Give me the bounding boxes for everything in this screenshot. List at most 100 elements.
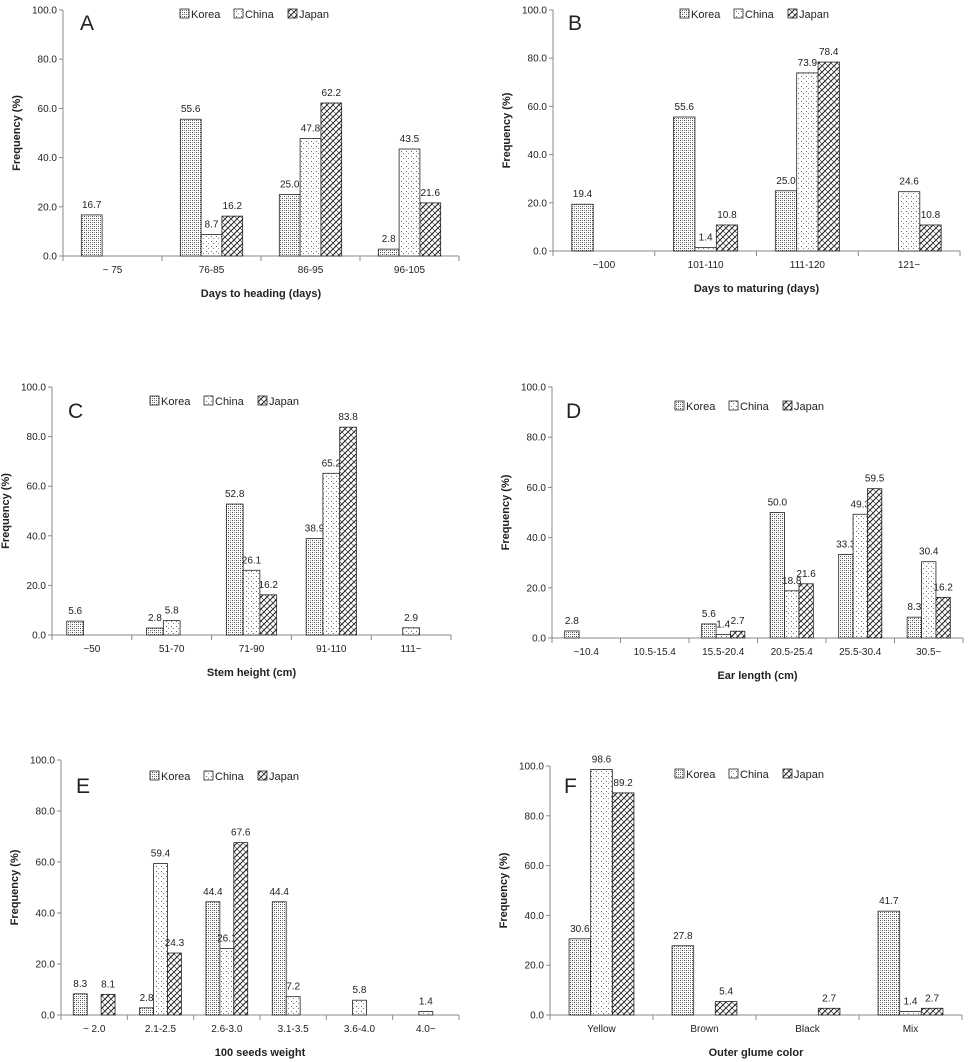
chart-c-category-label: ~50 [83, 644, 100, 655]
chart-d-category-label: 15.5-20.4 [702, 647, 745, 658]
chart-f-y-tick-label: 80.0 [525, 811, 545, 822]
chart-a-panel-label: A [80, 12, 94, 35]
chart-f-data-label: 5.4 [719, 987, 733, 998]
chart-c-y-tick-label: 60.0 [27, 482, 47, 493]
chart-a-bar-china [299, 138, 322, 257]
chart-e-legend-label: Japan [269, 771, 299, 783]
chart-b-legend-swatch-korea [679, 8, 690, 19]
chart-f-category-label: Black [795, 1024, 820, 1035]
chart-a-bar-japan [221, 215, 244, 257]
chart-e-legend-label: Korea [161, 771, 191, 783]
chart-f-bar-japan [817, 1007, 841, 1016]
chart-c-data-label: 2.9 [404, 613, 418, 624]
chart-d-legend-swatch-china [728, 400, 739, 411]
chart-f-y-tick-label: 20.0 [525, 961, 545, 972]
chart-a-y-tick-label: 80.0 [38, 55, 58, 66]
chart-d-bar-korea [838, 554, 854, 639]
chart-f-data-label: 2.7 [822, 993, 836, 1004]
chart-f-bar-japan [920, 1007, 944, 1016]
chart-c-bar-japan [339, 426, 357, 636]
chart-f-legend-swatch-japan [782, 768, 793, 779]
chart-c-legend-label: China [215, 396, 245, 408]
chart-c-bar-china [402, 627, 420, 636]
chart-d-x-axis-title: Ear length (cm) [717, 670, 797, 682]
chart-f-y-tick-label: 60.0 [525, 861, 545, 872]
chart-b-data-label: 19.4 [573, 189, 593, 200]
chart-b-data-label: 1.4 [699, 233, 713, 244]
chart-f-bar-korea [568, 938, 592, 1016]
chart-e-legend-swatch-china [203, 770, 214, 781]
chart-f-bar-china [899, 1011, 922, 1016]
chart-a-data-label: 62.2 [322, 88, 342, 99]
chart-f-bar-japan [611, 792, 635, 1016]
chart-c-data-label: 83.8 [338, 412, 358, 423]
chart-a-legend-label: Korea [191, 9, 221, 21]
chart-b-category-label: ~100 [593, 260, 616, 271]
chart-e-data-label: 44.4 [270, 887, 290, 898]
chart-b-category-label: 101-110 [688, 260, 724, 271]
chart-f-legend-swatch-china [728, 768, 739, 779]
chart-d-data-label: 21.6 [796, 569, 816, 580]
chart-b-bar-japan [715, 224, 739, 252]
chart-c-category-label: 71-90 [239, 644, 265, 655]
chart-d-data-label: 16.2 [933, 582, 953, 593]
chart-f-panel-label: F [564, 775, 577, 798]
chart-d-y-tick-label: 100.0 [521, 383, 546, 394]
chart-d-y-tick-label: 20.0 [527, 583, 547, 594]
chart-c-bar-china [242, 569, 261, 636]
chart-d-data-label: 18.8 [782, 576, 802, 587]
chart-c-category-label: 111~ [401, 644, 422, 655]
chart-e-category-label: 3.1-3.5 [278, 1024, 310, 1035]
chart-f-legend-label: Korea [686, 769, 716, 781]
chart-f-bar-japan [714, 1001, 738, 1016]
chart-c-bar-korea [66, 620, 84, 636]
chart-f-legend-label: China [740, 769, 770, 781]
chart-a-category-label: 96-105 [394, 265, 426, 276]
chart-a-legend-label: Japan [299, 9, 329, 21]
chart-a-data-label: 25.0 [280, 180, 300, 191]
chart-d-legend-swatch-korea [674, 400, 685, 411]
chart-a-data-label: 8.7 [205, 220, 219, 231]
chart-c-y-tick-label: 100.0 [21, 383, 46, 394]
chart-e-y-tick-label: 40.0 [36, 909, 56, 920]
chart-c-y-axis-title: Frequency (%) [0, 473, 12, 549]
chart-d-data-label: 2.7 [731, 616, 745, 627]
chart-e-bar-japan [167, 952, 182, 1016]
chart-a-category-label: 76-85 [199, 265, 225, 276]
chart-d-y-tick-label: 0.0 [532, 634, 546, 645]
chart-e-data-label: 67.6 [231, 828, 251, 839]
chart-b-data-label: 24.6 [899, 177, 919, 188]
chart-b-y-tick-label: 20.0 [528, 198, 548, 209]
chart-a-legend-swatch-korea [179, 8, 190, 19]
chart-d-category-label: 20.5-25.4 [771, 647, 814, 658]
chart-a-data-label: 43.5 [400, 134, 420, 145]
chart-f-y-axis-title: Frequency (%) [498, 852, 510, 928]
chart-a-bar-china [200, 234, 223, 257]
chart-a-data-label: 16.7 [82, 200, 102, 211]
chart-e-bar-china [219, 948, 235, 1016]
chart-c-bar-korea [305, 538, 324, 636]
chart-c-bar-japan [259, 594, 278, 636]
chart-d-bar-korea [906, 616, 922, 639]
chart-c-y-tick-label: 80.0 [27, 432, 47, 443]
chart-b-bar-korea [774, 190, 798, 252]
chart-e-bar-korea [205, 901, 221, 1016]
chart-d-bar-japan [730, 630, 746, 639]
chart-f-category-label: Yellow [587, 1024, 616, 1035]
chart-e-y-axis-title: Frequency (%) [9, 849, 21, 925]
chart-d-legend-label: Korea [686, 401, 716, 413]
chart-d-legend-label: Japan [794, 401, 824, 413]
chart-e-legend-label: China [215, 771, 245, 783]
chart-e-x-axis-title: 100 seeds weight [215, 1047, 306, 1059]
chart-b-legend-swatch-china [733, 8, 744, 19]
chart-b-y-tick-label: 100.0 [522, 6, 547, 17]
chart-d-data-label: 2.8 [565, 616, 579, 627]
chart-b-bar-korea [571, 203, 594, 252]
chart-b-y-tick-label: 0.0 [533, 247, 547, 258]
chart-f-data-label: 89.2 [613, 778, 633, 789]
chart-c-category-label: 91-110 [316, 644, 347, 655]
chart-b-category-label: 121~ [898, 260, 921, 271]
chart-c-legend-swatch-japan [257, 395, 268, 406]
chart-a-bar-korea [377, 248, 400, 257]
